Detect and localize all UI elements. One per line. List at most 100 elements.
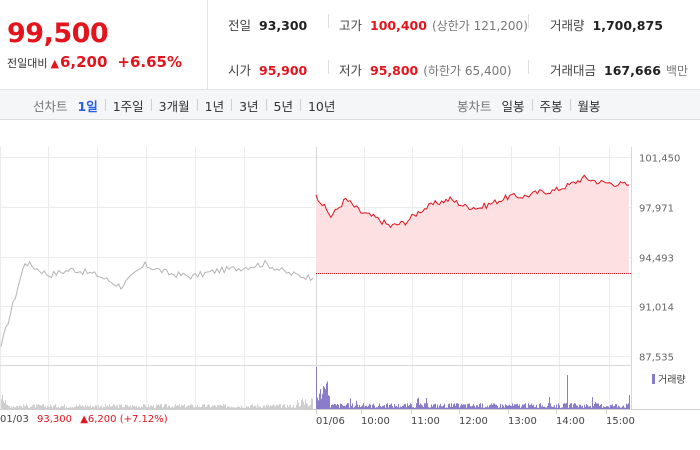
prev-volume-bar: [61, 406, 62, 409]
volume-bar: [410, 403, 411, 409]
prev-volume-bar: [240, 407, 241, 409]
tab-1day[interactable]: 1일: [77, 98, 98, 114]
prev-volume-bar: [53, 405, 54, 409]
prev-volume-bar: [212, 405, 213, 409]
current-price: 99,500: [7, 18, 109, 49]
prev-volume-bar: [311, 398, 312, 409]
volume-bar: [617, 407, 618, 409]
prev-volume-bar: [72, 406, 73, 409]
prev-volume-bar: [139, 406, 140, 409]
volume-bar: [441, 406, 442, 409]
prev-volume-bar: [137, 407, 138, 409]
tab-1year[interactable]: 1년: [204, 98, 225, 114]
prev-volume-bar: [81, 406, 82, 409]
prev-volume-bar: [43, 404, 44, 409]
volume-bar: [446, 407, 447, 409]
prev-volume-bar: [302, 398, 303, 409]
prev-day-series-line: [0, 259, 314, 347]
stat-value: 1,700,875: [592, 18, 663, 33]
prev-volume-bar: [226, 407, 227, 409]
volume-bar: [338, 404, 339, 409]
volume-bar: [474, 405, 475, 409]
volume-bar: [374, 405, 375, 409]
tab-3year[interactable]: 3년: [239, 98, 259, 114]
tab-daily-candle[interactable]: 일봉: [501, 98, 525, 114]
volume-bar: [562, 407, 563, 409]
volume-bar: [422, 405, 423, 409]
volume-bar: [358, 407, 359, 409]
volume-bar: [336, 405, 337, 409]
prev-volume-bar: [252, 404, 253, 409]
volume-bar: [535, 406, 536, 409]
tab-10year[interactable]: 10년: [307, 98, 336, 114]
volume-bar: [517, 403, 518, 409]
prev-volume-bar: [186, 406, 187, 409]
volume-bar: [587, 405, 588, 409]
prev-volume-bar: [16, 406, 17, 409]
volume-bar: [416, 403, 417, 409]
volume-bar: [337, 404, 338, 409]
prev-volume-bar: [141, 406, 142, 409]
prev-volume-bar: [96, 405, 97, 409]
tab-3month[interactable]: 3개월: [158, 98, 190, 114]
volume-bar: [353, 407, 354, 409]
stat-volume: 거래량 1,700,875: [550, 15, 663, 34]
volume-bar: [413, 407, 414, 409]
volume-bar: [321, 398, 322, 409]
volume-bar: [492, 405, 493, 409]
volume-bar: [430, 407, 431, 409]
volume-bar: [605, 406, 606, 409]
prev-volume-bar: [118, 407, 119, 409]
tab-5year[interactable]: 5년: [273, 98, 293, 114]
prev-volume-bar: [91, 407, 92, 409]
volume-bar: [331, 405, 332, 409]
volume-bar: [549, 397, 550, 409]
volume-bar: [597, 403, 598, 409]
tab-1week[interactable]: 1주일: [112, 98, 144, 114]
prev-day-price: 93,300: [37, 414, 73, 425]
prev-volume-bar: [254, 406, 255, 409]
prev-volume-bar: [128, 406, 129, 409]
volume-bar: [500, 403, 501, 409]
volume-bar: [415, 407, 416, 409]
volume-bar: [540, 403, 541, 409]
divider: [528, 60, 529, 74]
volume-bar: [384, 405, 385, 409]
volume-bar: [372, 404, 373, 409]
prev-volume-bar: [29, 407, 30, 409]
volume-bar: [626, 403, 627, 409]
prev-volume-bar: [19, 405, 20, 409]
prev-volume-bar: [110, 406, 111, 409]
prev-volume-bar: [236, 407, 237, 409]
prev-volume-bar: [90, 404, 91, 409]
prev-volume-bar: [105, 404, 106, 409]
volume-bar: [553, 406, 554, 409]
volume-bar: [463, 404, 464, 409]
x-tick-label: 10:00: [361, 416, 390, 427]
volume-bar: [381, 407, 382, 409]
divider: [528, 14, 529, 28]
prev-volume-bar: [130, 405, 131, 409]
prev-volume-bar: [54, 405, 55, 409]
prev-volume-bar: [116, 405, 117, 409]
volume-bar: [352, 403, 353, 409]
volume-bar: [318, 400, 319, 409]
volume-bar: [607, 406, 608, 409]
volume-bar: [560, 407, 561, 409]
prev-volume-bar: [18, 407, 19, 409]
tab-weekly-candle[interactable]: 주봉: [539, 98, 563, 114]
volume-bar: [590, 406, 591, 409]
volume-bar: [583, 407, 584, 409]
tab-monthly-candle[interactable]: 월봉: [577, 98, 601, 114]
volume-bar: [443, 405, 444, 409]
volume-bar: [594, 403, 595, 409]
prev-volume-bar: [114, 405, 115, 409]
volume-bar: [364, 406, 365, 409]
prev-volume-bar: [267, 405, 268, 409]
prev-volume-bar: [115, 406, 116, 409]
volume-bar: [386, 404, 387, 409]
volume-bar: [624, 407, 625, 409]
volume-bar: [363, 403, 364, 409]
volume-bar: [530, 404, 531, 409]
prev-volume-bar: [286, 407, 287, 409]
